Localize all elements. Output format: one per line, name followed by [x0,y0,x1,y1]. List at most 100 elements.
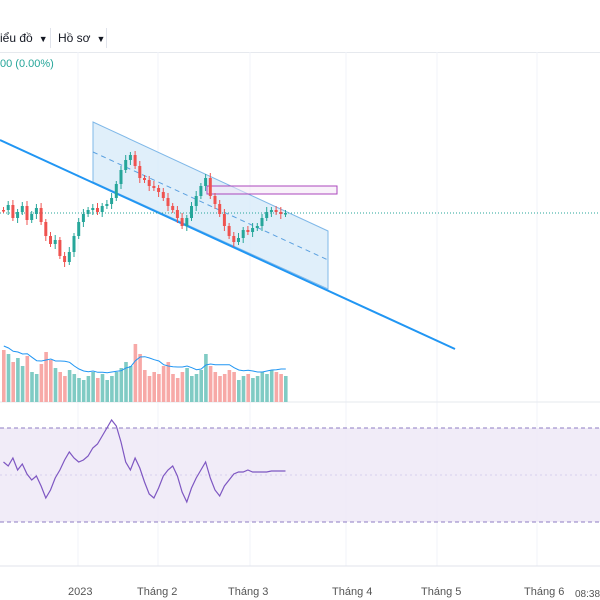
candle-body [152,186,156,188]
candle-body [72,236,76,252]
candle-body [138,166,142,178]
candle-body [147,180,151,186]
candle-body [39,208,43,222]
volume-bar [96,378,100,402]
volume-bar [128,366,133,402]
volume-bar [2,350,6,402]
candle-body [227,226,231,236]
volume-bar [208,366,213,402]
volume-bar [279,374,283,402]
chevron-down-icon: ▼ [38,34,48,44]
volume-bar [44,352,48,402]
volume-bar [251,378,255,402]
volume-bar [86,376,91,402]
candle-body [161,192,165,198]
volume-bar [34,374,39,402]
candle-body [25,206,29,220]
volume-bar [49,360,53,402]
volume-bar [39,364,44,402]
volume-bar [157,374,161,402]
volume-bar [11,362,15,402]
candle-body [100,206,104,212]
candle-body [63,256,67,262]
candle-body [143,178,146,180]
volume-bar [77,378,81,402]
volume-bar [119,368,124,402]
volume-bar [232,372,236,402]
toolbar-divider [106,28,107,48]
candle-body [49,236,52,244]
volume-bar [199,370,203,402]
volume-bar [237,380,241,402]
volume-bar [114,372,119,402]
price-change-readout: 00 (0.00%) [0,58,54,70]
candle-body [2,210,5,212]
candle-body [241,230,245,238]
volume-bars [2,344,288,402]
candle-body [237,238,240,242]
chart-toolbar: iểu đồ ▼ Hồ sơ ▼ [0,24,600,53]
rsi-line [3,418,286,504]
volume-bar [161,366,166,402]
chevron-down-icon: ▼ [96,34,106,44]
candle-body [96,208,99,212]
candle-body [175,210,179,218]
volume-ma-line [3,345,286,374]
candle-body [279,212,283,214]
profile-label: Hồ sơ [58,31,91,45]
candle-body [105,204,109,206]
candle-body [91,208,95,210]
volume-bar [213,372,218,402]
volume-bar [6,354,11,402]
candle-body [204,178,208,186]
chart-type-button[interactable]: iểu đồ ▼ [0,24,48,52]
toolbar-divider [50,28,51,48]
volume-bar [152,372,156,402]
time-label-2023: 2023 [68,586,93,598]
candle-body [190,206,193,218]
volume-bar [175,378,180,402]
candle-body [269,210,273,212]
channel-midline [92,151,329,261]
candle-body [208,178,212,196]
time-label-apr: Tháng 4 [332,586,373,598]
candle-body [222,214,226,226]
candle-body [114,184,118,198]
supply-zone [206,185,338,195]
candle-body [86,210,90,214]
candle-body [110,198,114,204]
profile-button[interactable]: Hồ sơ ▼ [58,24,105,52]
volume-bar [171,374,175,402]
volume-bar [180,372,185,402]
volume-bar [105,380,109,402]
volume-bar [124,362,128,402]
candle-body [274,210,278,212]
volume-bar [185,368,189,402]
candle-body [157,188,161,192]
candle-body [53,240,57,244]
candle-body [133,155,137,166]
candle-body [213,196,217,204]
candle-body [16,212,20,218]
volume-bar [143,370,147,402]
volume-bar [218,376,222,402]
volume-bar [133,344,138,402]
volume-bar [110,376,114,402]
candle-body [6,205,10,210]
volume-bar [16,358,20,402]
time-label-feb: Tháng 2 [137,586,178,598]
candle-body [81,214,85,222]
candle-body [265,212,269,218]
candle-body [180,218,184,226]
volume-bar [222,374,227,402]
volume-bar [246,374,250,402]
candle-body [20,206,24,212]
volume-bar [53,368,58,402]
candle-body [30,214,34,220]
volume-bar [255,376,260,402]
volume-bar [63,376,67,402]
candle-body [218,204,222,214]
candle-body [11,205,15,218]
candle-body [194,196,198,206]
